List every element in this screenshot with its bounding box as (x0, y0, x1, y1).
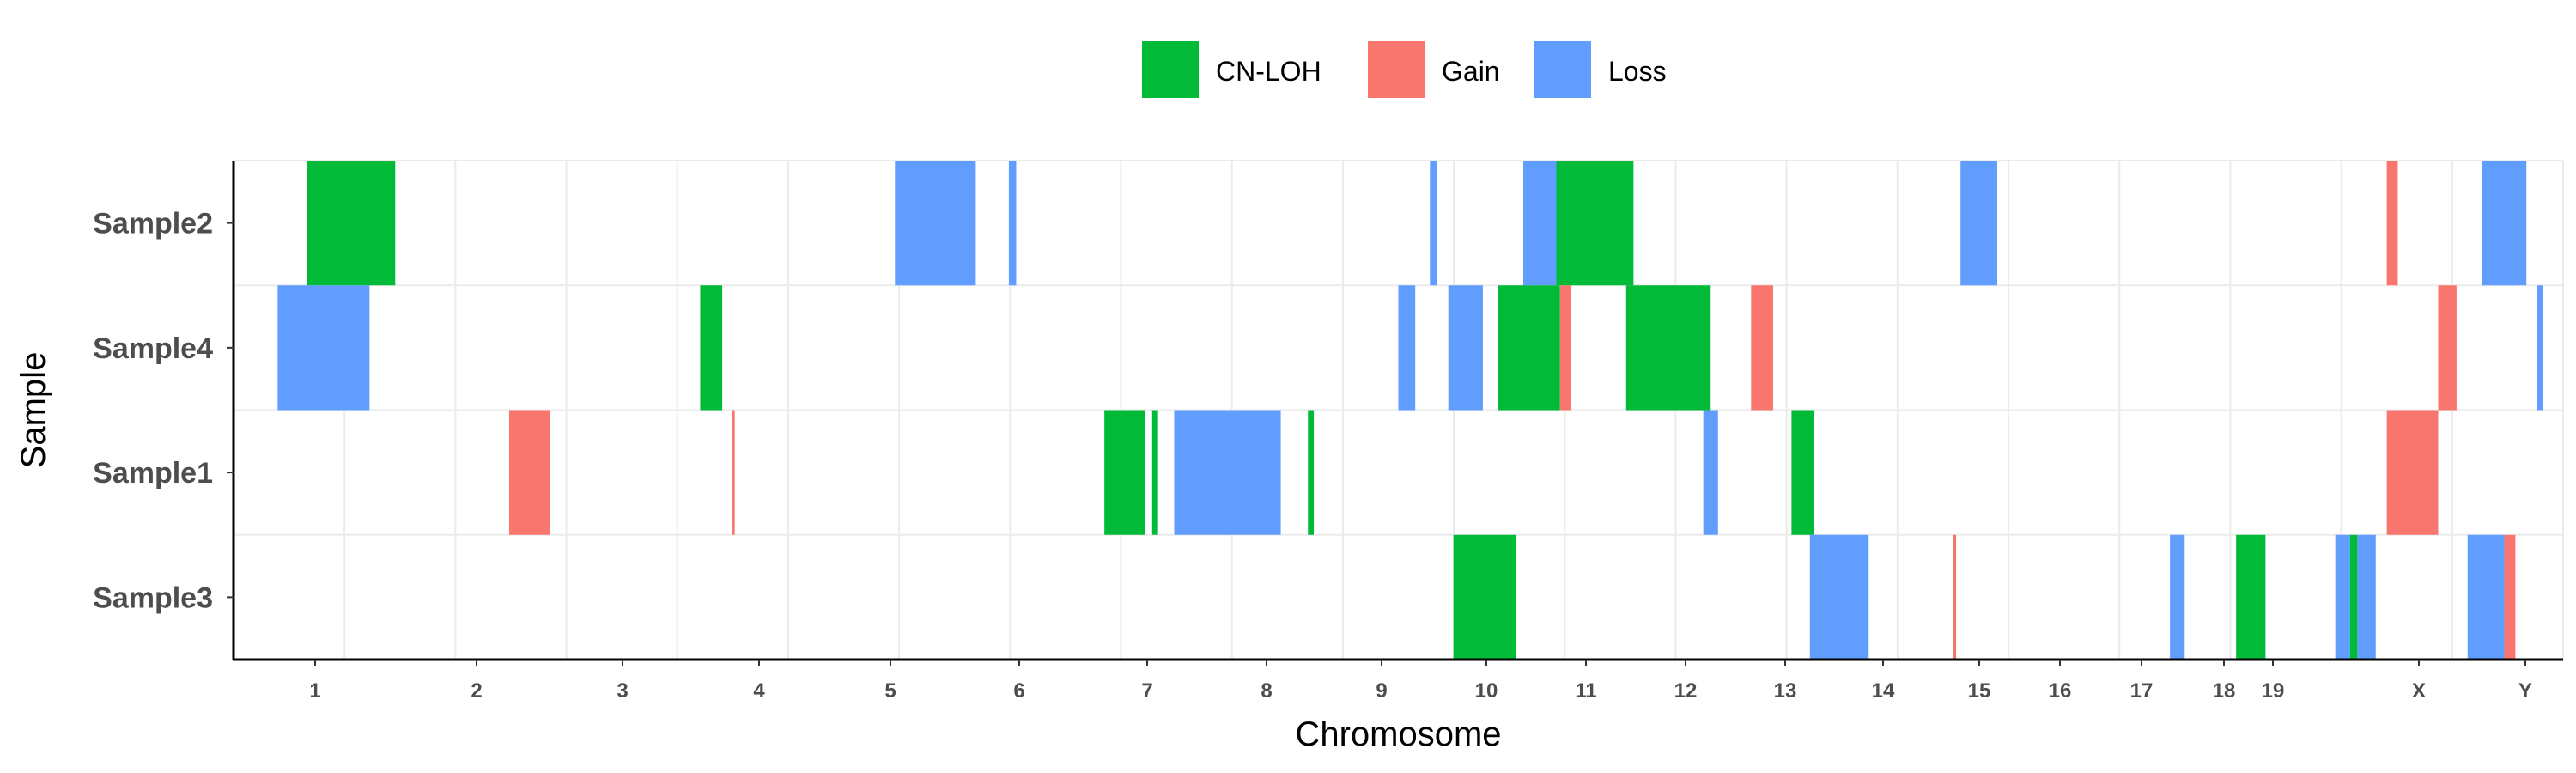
segment-gain-sample2 (2386, 161, 2398, 286)
legend-label-cn-loh: CN-LOH (1216, 56, 1321, 87)
legend-label-loss: Loss (1608, 56, 1667, 87)
axes (232, 161, 2563, 661)
segment-loss-sample3 (2335, 534, 2350, 660)
x-tick-label-chr-6: 6 (1013, 679, 1024, 703)
segment-loss-sample1 (1703, 410, 1718, 535)
y-tick-label-sample1: Sample1 (93, 457, 213, 490)
segment-loss-sample4 (2537, 285, 2543, 411)
y-tick-label-sample4: Sample4 (93, 332, 213, 365)
segment-loss-sample4 (1448, 285, 1483, 411)
segment-loss-sample2 (1522, 161, 1557, 286)
x-tick-label-chr-18: 18 (2213, 679, 2236, 703)
legend-label-gain: Gain (1442, 56, 1500, 87)
x-tick-label-chr-Y: Y (2518, 679, 2532, 703)
x-tick-label-chr-X: X (2412, 679, 2426, 703)
legend: CN-LOH Gain Loss (1142, 41, 1667, 98)
segment-loss-sample2 (1960, 161, 1998, 286)
segment-loss-sample3 (2467, 534, 2505, 660)
segment-loss-sample2 (895, 161, 976, 286)
x-tick-label-chr-13: 13 (1774, 679, 1797, 703)
x-tick-labels: 1 2 3 4 5 6 7 8 9 10 11 12 13 14 15 16 17 18 19 X Y (309, 660, 2532, 703)
segments (277, 161, 2543, 660)
x-tick-label-chr-2: 2 (471, 679, 482, 703)
legend-key-gain (1368, 41, 1425, 98)
x-axis-title: Chromosome (1295, 715, 1501, 753)
segment-cn-loh-sample4 (1498, 285, 1560, 411)
segment-loss-sample2 (2482, 161, 2527, 286)
y-tick-label-sample3: Sample3 (93, 581, 213, 614)
segment-cn-loh-sample1 (1308, 410, 1315, 535)
x-tick-label-chr-10: 10 (1475, 679, 1498, 703)
x-tick-label-chr-12: 12 (1674, 679, 1698, 703)
segment-cn-loh-sample4 (1625, 285, 1711, 411)
segment-cn-loh-sample4 (700, 285, 723, 411)
segment-gain-sample4 (1751, 285, 1773, 411)
segment-cn-loh-sample3 (2236, 534, 2266, 660)
x-tick-label-chr-4: 4 (753, 679, 765, 703)
segment-cn-loh-sample1 (1791, 410, 1814, 535)
segment-gain-sample4 (1559, 285, 1571, 411)
x-tick-label-chr-9: 9 (1376, 679, 1387, 703)
y-tick-labels: Sample2 Sample4 Sample1 Sample3 (93, 208, 234, 614)
segment-gain-sample1 (508, 410, 550, 535)
legend-key-loss (1534, 41, 1591, 98)
segment-cn-loh-sample1 (1104, 410, 1145, 535)
segment-gain-sample1 (2386, 410, 2439, 535)
segment-cn-loh-sample2 (307, 161, 396, 286)
x-tick-label-chr-19: 19 (2262, 679, 2285, 703)
segment-gain-sample1 (732, 410, 735, 535)
x-tick-label-chr-16: 16 (2049, 679, 2072, 703)
x-tick-label-chr-5: 5 (884, 679, 896, 703)
segment-loss-sample3 (2357, 534, 2376, 660)
y-axis-title: Sample (15, 352, 52, 469)
x-tick-label-chr-11: 11 (1575, 679, 1596, 703)
segment-gain-sample3 (1953, 534, 1957, 660)
segment-gain-sample4 (2438, 285, 2457, 411)
segment-cn-loh-sample1 (1151, 410, 1158, 535)
x-tick-label-chr-15: 15 (1968, 679, 1991, 703)
y-tick-label-sample2: Sample2 (93, 208, 213, 240)
segment-loss-sample3 (1809, 534, 1869, 660)
x-tick-label-chr-1: 1 (309, 679, 320, 703)
legend-key-cn-loh (1142, 41, 1199, 98)
x-tick-label-chr-3: 3 (617, 679, 628, 703)
segment-loss-sample2 (1430, 161, 1437, 286)
x-tick-label-chr-17: 17 (2130, 679, 2154, 703)
segment-loss-sample4 (277, 285, 370, 411)
segment-loss-sample3 (2170, 534, 2185, 660)
segment-cn-loh-sample3 (1453, 534, 1516, 660)
x-tick-label-chr-8: 8 (1261, 679, 1272, 703)
segment-loss-sample4 (1398, 285, 1416, 411)
x-tick-label-chr-14: 14 (1872, 679, 1895, 703)
segment-loss-sample1 (1174, 410, 1281, 535)
x-tick-label-chr-7: 7 (1141, 679, 1152, 703)
segment-gain-sample3 (2504, 534, 2516, 660)
segment-loss-sample2 (1008, 161, 1017, 286)
segment-cn-loh-sample3 (2349, 534, 2358, 660)
segment-cn-loh-sample2 (1556, 161, 1634, 286)
